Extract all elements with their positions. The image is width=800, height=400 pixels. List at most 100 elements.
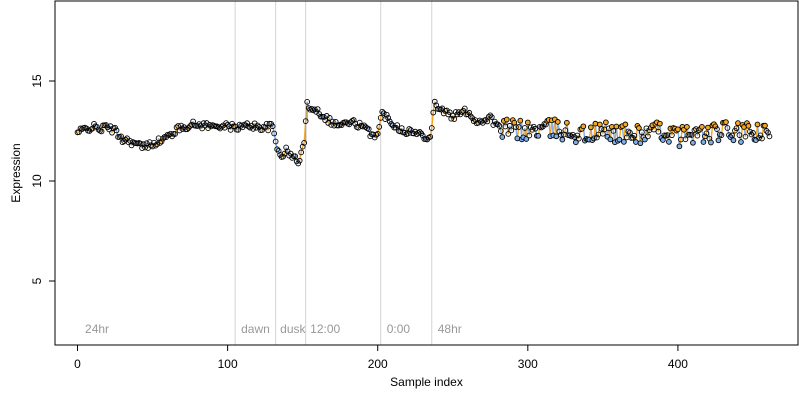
data-point [218,123,225,130]
data-point [754,121,761,128]
data-point [98,128,105,135]
data-point [365,126,372,133]
region-labels: 24hr dawn dusk 12:00 0:00 48hr [85,322,462,336]
data-point [485,113,492,120]
data-point [733,125,740,132]
data-point [332,118,339,125]
series-connector [726,127,730,136]
data-point [745,123,752,129]
data-point [178,122,184,129]
series-connector [445,109,447,112]
data-point [302,118,309,124]
data-point [576,135,582,142]
data-point [176,127,183,134]
data-point [314,106,321,112]
data-point [748,131,755,138]
data-point [633,139,639,145]
data-point [320,114,327,120]
series-connector [276,148,280,152]
data-point [645,133,651,140]
data-point [639,129,645,136]
data-point [757,132,764,139]
data-point [280,153,287,160]
data-point [265,127,271,134]
series-connector [558,131,562,136]
data-point [262,124,268,131]
series-connector [461,110,464,113]
data-point [712,123,719,130]
data-point [383,111,390,118]
series-connector [381,111,385,114]
data-point [588,124,594,131]
data-point [592,120,599,127]
series-connector [113,127,116,129]
data-point [521,125,528,131]
data-point [374,130,381,137]
data-point [675,126,681,133]
series-connector [626,131,630,138]
data-point [532,125,539,132]
y-axis-title: Expression [9,143,23,202]
data-point [627,129,633,136]
data-point [603,119,609,126]
series-connector [765,130,769,134]
data-point [292,153,299,160]
data-point [759,135,765,142]
data-point [76,129,82,135]
data-point [385,115,392,121]
data-point [296,157,303,164]
data-point [488,114,495,120]
data-point [301,140,308,146]
series-connector [398,130,401,133]
data-point [729,132,735,139]
series-connector [434,101,437,106]
data-point [625,128,632,135]
series-connector [390,123,394,126]
series-connector [627,130,631,134]
data-point [496,122,503,129]
region-label: 48hr [438,322,462,336]
data-point [274,146,280,153]
data-point [616,136,623,143]
data-point [203,120,210,126]
data-point [610,128,617,134]
data-point [227,127,234,133]
data-point [515,124,522,130]
series-connector [429,127,433,137]
data-point [508,127,515,134]
data-point [636,125,642,131]
data-point [613,123,620,130]
data-point [199,125,205,132]
data-point [140,141,147,148]
data-point [172,131,178,137]
data-point [235,127,241,133]
series-connector [271,126,275,134]
data-point [535,132,542,139]
data-point [763,128,770,134]
x-axis-title: Sample index [390,375,463,389]
data-point [305,105,312,111]
data-point [705,124,711,131]
data-point [497,128,504,134]
data-point [433,102,440,109]
region-label: dawn [241,322,270,336]
data-point [466,109,473,116]
data-point [676,143,683,150]
data-point [580,123,587,130]
data-point [299,143,306,150]
series-connector [422,135,425,140]
data-point [388,121,395,127]
data-point [563,119,570,126]
data-point [151,139,157,146]
data-point [622,121,629,128]
data-point [514,135,521,142]
data-point [660,137,666,143]
data-point [503,116,510,123]
series-connector [95,125,98,128]
data-points [74,98,773,167]
data-point [682,136,689,143]
y-tick-label: 15 [30,74,44,88]
data-point [113,127,120,134]
